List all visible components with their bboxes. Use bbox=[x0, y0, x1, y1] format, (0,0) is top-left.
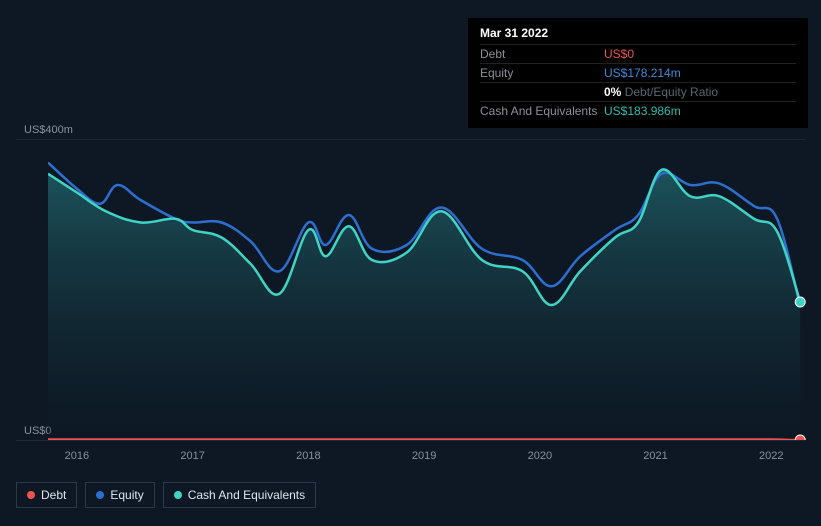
legend-item-cash[interactable]: Cash And Equivalents bbox=[163, 482, 316, 508]
legend-label: Debt bbox=[41, 488, 66, 502]
x-tick-label: 2016 bbox=[65, 450, 89, 462]
tooltip-equity-label: Equity bbox=[480, 66, 604, 80]
tooltip-date: Mar 31 2022 bbox=[480, 26, 796, 40]
tooltip-row-cash: Cash And Equivalents US$183.986m bbox=[480, 101, 796, 120]
x-axis-labels: 2016 2017 2018 2019 2020 2021 2022 bbox=[48, 450, 806, 466]
legend-label: Cash And Equivalents bbox=[188, 488, 305, 502]
legend-label: Equity bbox=[110, 488, 143, 502]
chart-plot[interactable] bbox=[48, 140, 806, 440]
legend: Debt Equity Cash And Equivalents bbox=[16, 482, 316, 508]
y-tick-max: US$400m bbox=[24, 124, 73, 136]
x-tick-label: 2022 bbox=[759, 450, 783, 462]
tooltip-debt-value: US$0 bbox=[604, 47, 796, 61]
tooltip-debt-label: Debt bbox=[480, 47, 604, 61]
tooltip-ratio-label: Debt/Equity Ratio bbox=[625, 85, 718, 99]
tooltip-equity-value: US$178.214m bbox=[604, 66, 796, 80]
x-tick-label: 2019 bbox=[412, 450, 436, 462]
chart-tooltip: Mar 31 2022 Debt US$0 Equity US$178.214m… bbox=[468, 18, 808, 128]
x-tick-label: 2020 bbox=[528, 450, 552, 462]
legend-dot-icon bbox=[174, 491, 182, 499]
tooltip-row-ratio: 0% Debt/Equity Ratio bbox=[480, 82, 796, 101]
legend-dot-icon bbox=[96, 491, 104, 499]
tooltip-row-debt: Debt US$0 bbox=[480, 44, 796, 63]
gridline-bottom bbox=[16, 440, 805, 441]
legend-item-debt[interactable]: Debt bbox=[16, 482, 77, 508]
tooltip-row-equity: Equity US$178.214m bbox=[480, 63, 796, 82]
tooltip-cash-value: US$183.986m bbox=[604, 104, 796, 118]
tooltip-ratio-pct: 0% bbox=[604, 85, 621, 99]
tooltip-cash-label: Cash And Equivalents bbox=[480, 104, 604, 118]
legend-dot-icon bbox=[27, 491, 35, 499]
x-tick-label: 2021 bbox=[643, 450, 667, 462]
x-tick-label: 2017 bbox=[180, 450, 204, 462]
legend-item-equity[interactable]: Equity bbox=[85, 482, 154, 508]
x-tick-label: 2018 bbox=[296, 450, 320, 462]
